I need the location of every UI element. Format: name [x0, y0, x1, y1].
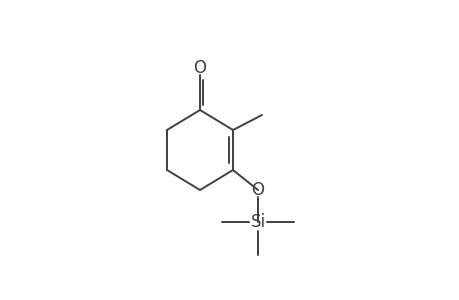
Text: O: O [251, 181, 264, 199]
Text: O: O [193, 59, 206, 77]
Text: Si: Si [250, 213, 265, 231]
